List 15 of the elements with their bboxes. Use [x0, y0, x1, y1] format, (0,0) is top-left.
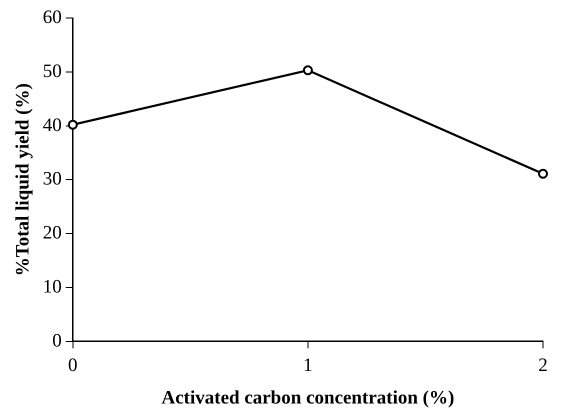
y-tick-label: 50: [42, 60, 62, 82]
y-tick-label: 0: [52, 330, 62, 352]
y-axis-title: %Total liquid yield (%): [12, 83, 34, 276]
point: [68, 120, 78, 130]
y-tick-label: 40: [42, 114, 62, 136]
x-tick-label: 2: [538, 354, 548, 376]
point: [302, 65, 313, 76]
x-axis-title: Activated carbon concentration (%): [161, 388, 454, 409]
x-tick-label: 1: [303, 354, 313, 376]
y-tick-label: 30: [42, 168, 62, 190]
y-tick-label: 10: [42, 276, 62, 298]
y-tick-label: 60: [42, 6, 62, 28]
y-tick-label: 20: [42, 222, 62, 244]
x-tick-label: 0: [68, 354, 78, 376]
point: [538, 168, 548, 179]
